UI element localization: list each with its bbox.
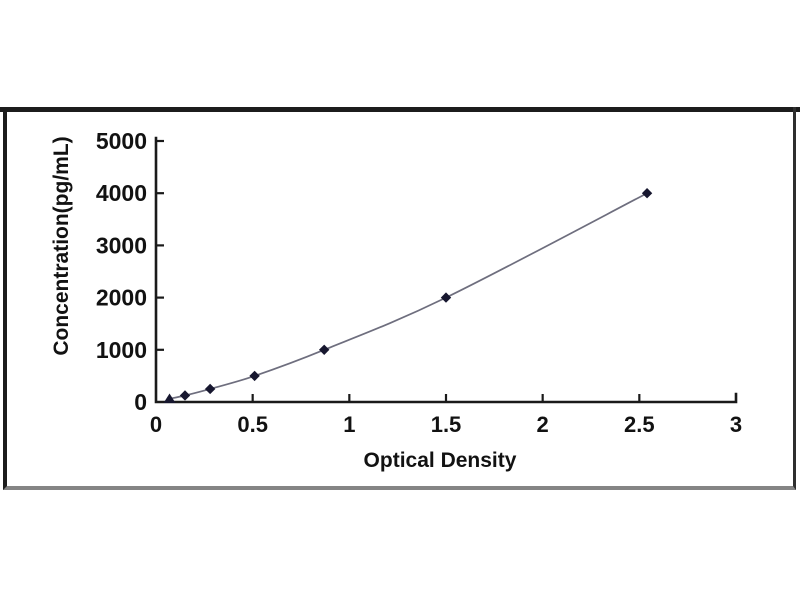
x-tick-label: 2 xyxy=(537,412,549,437)
x-axis-title: Optical Density xyxy=(364,449,517,472)
x-tick-label: 0 xyxy=(150,412,162,437)
y-tick-label: 2000 xyxy=(96,285,147,311)
top-border-line xyxy=(0,107,800,112)
axes-layer: 0 1000 2000 3000 4000 5000 0 0.5 1 1.5 2 2.5 3 xyxy=(96,128,742,437)
x-tick-label: 2.5 xyxy=(624,412,655,437)
series-layer xyxy=(163,188,653,403)
y-tick-label: 4000 xyxy=(96,180,147,206)
data-point-marker xyxy=(249,370,260,382)
y-tick-label: 5000 xyxy=(96,128,147,154)
x-tick-label: 1 xyxy=(343,412,355,437)
data-point-marker xyxy=(204,383,216,395)
y-tick-label: 3000 xyxy=(96,232,147,258)
axis-lines xyxy=(154,136,738,404)
data-point-marker xyxy=(179,390,191,401)
x-tick-label: 3 xyxy=(730,412,742,437)
data-point-marker xyxy=(641,188,653,199)
x-tick-label: 0.5 xyxy=(237,412,268,437)
x-tick-label: 1.5 xyxy=(431,412,462,437)
data-point-marker xyxy=(319,344,330,355)
data-point-marker xyxy=(163,393,176,403)
standard-curve-line xyxy=(168,192,648,400)
y-axis-title: Concentration(pg/mL) xyxy=(50,136,73,355)
figure-frame xyxy=(3,107,796,490)
y-tick-label: 0 xyxy=(134,389,147,415)
data-point-marker xyxy=(440,292,452,303)
y-tick-label: 1000 xyxy=(96,337,147,363)
